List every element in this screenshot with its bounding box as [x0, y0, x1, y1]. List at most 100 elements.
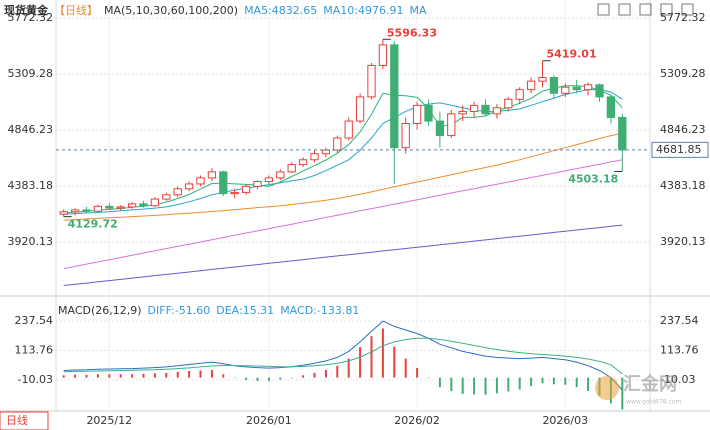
candle-body — [162, 194, 171, 200]
macd-bar — [473, 377, 476, 395]
candle-body — [70, 209, 80, 213]
toolbar — [597, 3, 694, 16]
dea-line — [63, 337, 623, 375]
candle-body — [481, 104, 490, 115]
x-tick-label: 2026/02 — [394, 414, 440, 427]
candle-body — [390, 44, 399, 149]
diff-line — [63, 320, 623, 391]
diff-label: DIFF:-51.60 — [147, 304, 211, 317]
symbol: 现货黄金 — [4, 4, 48, 17]
y-tick-label: 3920.13 — [8, 235, 54, 248]
y-tick-label: 3920.13 — [660, 235, 706, 248]
macd-bar — [256, 377, 259, 381]
macd-bar — [85, 374, 88, 378]
macd-bar — [484, 377, 487, 395]
ma-line — [63, 159, 623, 270]
watermark: 汇金网 www.gold678.com — [595, 373, 681, 406]
candle-body — [435, 120, 445, 137]
candle-body — [526, 80, 536, 91]
macd-bar — [530, 377, 533, 387]
candle-body — [515, 89, 524, 100]
plot: 5772.32 5772.32 5309.28 5309.28 4846.23 4846.… — [8, 0, 706, 427]
macd-bar — [564, 377, 567, 385]
macd-bar — [450, 377, 453, 391]
candle-body — [618, 116, 627, 151]
y-tick-label: 237.54 — [15, 314, 54, 327]
y-tick-label: 4846.23 — [660, 123, 706, 136]
low-annotation: 4129.72 — [68, 218, 118, 231]
macd-bar — [621, 377, 624, 410]
macd-bar — [427, 377, 430, 379]
tool-icon[interactable] — [681, 3, 694, 16]
macd-bar — [404, 358, 407, 378]
macd-bar — [74, 374, 77, 378]
macd-bar — [541, 377, 544, 384]
candle-body — [116, 206, 125, 209]
y-tick-label: 113.76 — [15, 344, 54, 357]
macd-bar — [62, 375, 65, 378]
candle-body — [412, 104, 422, 124]
max-annotation: 5596.33 — [387, 26, 437, 39]
candle-body — [219, 171, 228, 195]
macd-bar — [416, 368, 419, 378]
candle-body — [59, 211, 68, 215]
candle-body — [367, 64, 376, 98]
y-tick-label: 4846.23 — [8, 123, 54, 136]
candle-body — [139, 203, 148, 207]
tool-icon[interactable] — [597, 3, 610, 16]
candle-body — [355, 96, 365, 122]
macd-label: MACD:-133.81 — [280, 304, 360, 317]
macd-bar — [199, 370, 202, 378]
period-tab[interactable] — [0, 411, 49, 430]
candle-body — [344, 120, 353, 139]
macd-bar — [165, 372, 168, 378]
macd-bar — [313, 372, 316, 378]
dea-label: DEA:15.31 — [216, 304, 275, 317]
candle-body — [310, 153, 319, 161]
macd-bar — [336, 365, 339, 378]
price-box — [651, 141, 709, 158]
tool-icon[interactable] — [618, 3, 631, 16]
candle-body — [241, 185, 251, 193]
y-tick-label: -10.03 — [660, 373, 695, 386]
tool-icon[interactable] — [639, 3, 652, 16]
ma-value: MA10:4976.91 — [323, 3, 404, 17]
period-tab-label[interactable]: 日线 — [6, 413, 28, 427]
candle-body — [424, 104, 433, 122]
candle-body — [93, 205, 103, 212]
candle-body — [378, 44, 388, 66]
candle-body — [207, 171, 217, 179]
watermark-url: www.gold678.com — [626, 399, 681, 406]
x-tick-label: 2025/12 — [86, 414, 132, 427]
macd-header: MACD(26,12,9) DIFF:-51.60 DEA:15.31 MACD… — [58, 304, 359, 317]
candle-body — [287, 164, 296, 173]
macd-bar — [210, 370, 213, 378]
period: 【日线】 — [54, 4, 98, 17]
candle-body — [458, 110, 467, 115]
tool-icon[interactable] — [660, 3, 673, 16]
y-tick-label: 113.76 — [660, 344, 699, 357]
macd-bar — [438, 377, 441, 388]
candle-body — [492, 107, 502, 115]
watermark-name: 汇金网 — [623, 373, 677, 395]
candle-body — [469, 104, 479, 112]
macd-bar — [108, 374, 111, 378]
macd-bar — [359, 347, 362, 378]
macd-bar — [324, 370, 327, 378]
macd-bar — [381, 328, 384, 378]
macd-bar — [222, 374, 225, 378]
x-tick-label: 2026/01 — [246, 414, 292, 427]
candle-body — [173, 188, 182, 196]
candle-body — [538, 77, 547, 82]
y-tick-label: 4383.18 — [660, 179, 706, 192]
candle-body — [561, 86, 570, 94]
macd-bar — [267, 377, 270, 381]
ma-value: MA5:4832.65 — [244, 3, 318, 17]
y-tick-label: 5772.32 — [660, 11, 706, 24]
macd-bar — [176, 371, 179, 378]
macd-bar — [518, 377, 521, 390]
macd-bar — [245, 377, 248, 381]
macd-bar — [142, 373, 145, 378]
